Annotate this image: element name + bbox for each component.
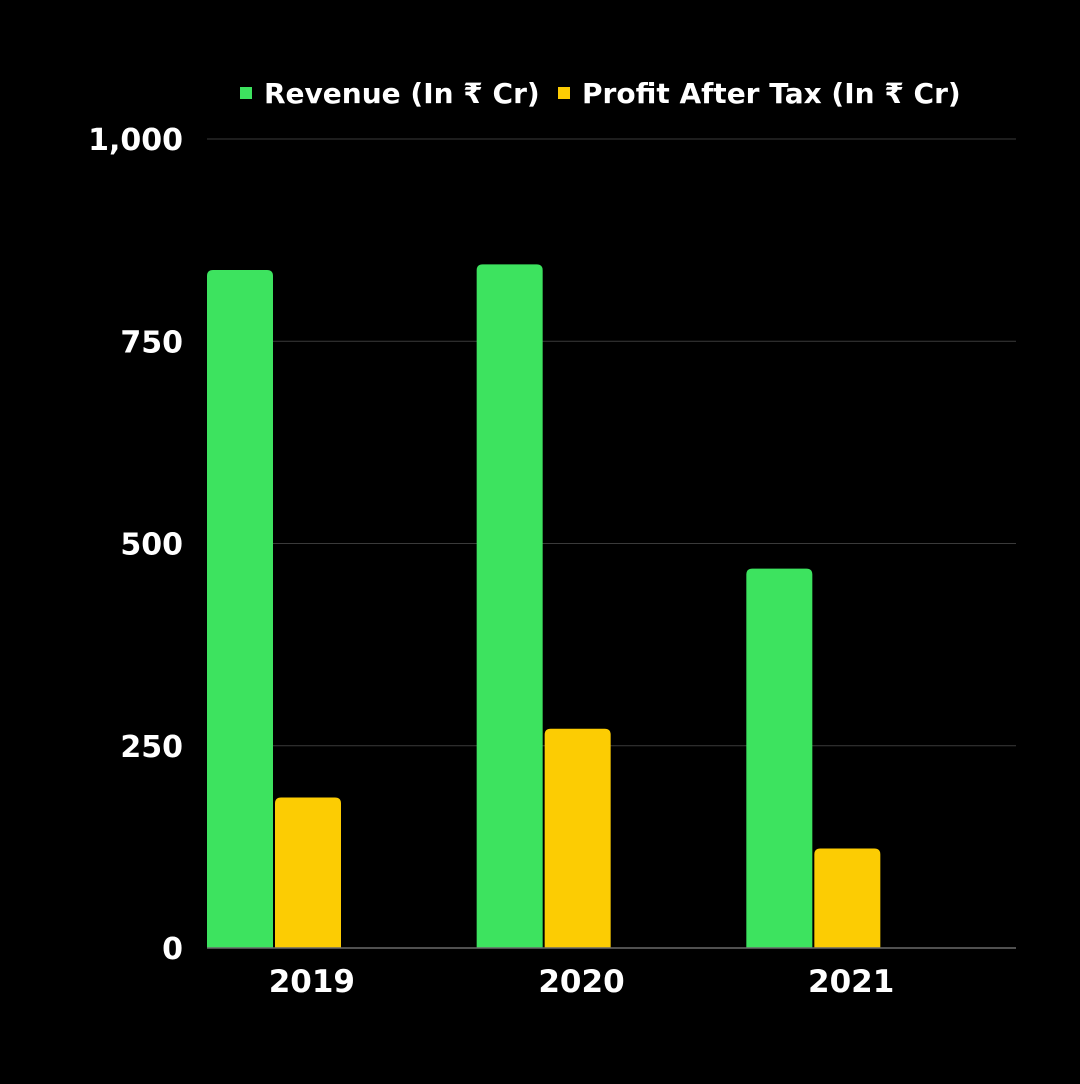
x-tick-label: 2020: [538, 964, 624, 1000]
bar-revenue-2021: [746, 568, 813, 948]
axes: 0 250 500 750 1,000 2019 2020 2021: [88, 123, 1016, 1000]
gridlines: [207, 138, 1016, 747]
legend-label: Profit After Tax (In ₹ Cr): [582, 77, 961, 110]
y-tick-label: 0: [162, 932, 183, 967]
bar-profit-2019: [275, 797, 341, 948]
legend: Revenue (In ₹ Cr) Profit After Tax (In ₹ …: [240, 77, 961, 110]
bars: [207, 264, 881, 949]
x-tick-label: 2021: [808, 964, 894, 1000]
x-tick-label: 2019: [269, 964, 355, 1000]
y-tick-label: 750: [120, 325, 183, 360]
y-tick-label: 500: [120, 528, 183, 563]
legend-swatch: [240, 87, 252, 99]
bar-revenue-2020: [476, 264, 543, 948]
legend-swatch: [558, 87, 570, 99]
bar-profit-2020: [544, 728, 611, 948]
y-tick-label: 250: [120, 730, 183, 765]
y-tick-label: 1,000: [88, 123, 183, 158]
legend-label: Revenue (In ₹ Cr): [264, 77, 540, 110]
bar-revenue-2019: [207, 270, 273, 949]
bar-profit-2021: [814, 848, 881, 948]
